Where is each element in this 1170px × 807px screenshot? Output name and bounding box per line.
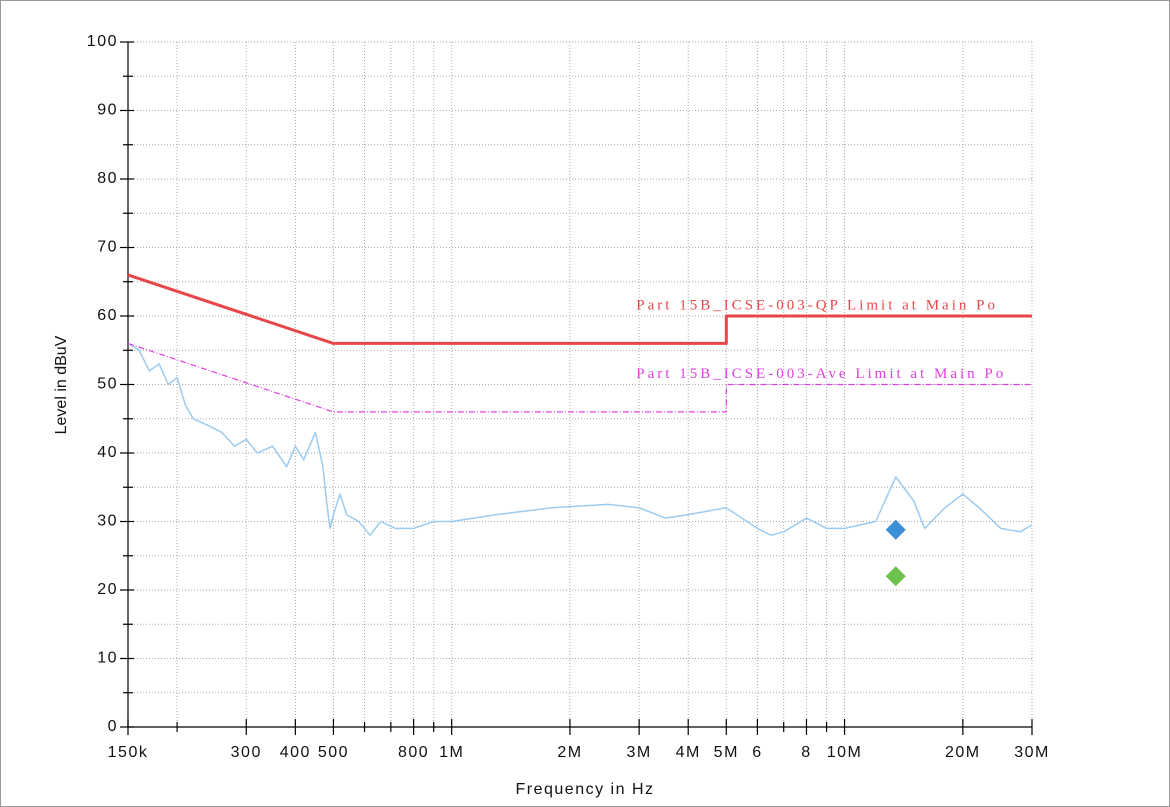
x-tick-label: 300	[231, 744, 262, 761]
y-tick-label: 50	[97, 376, 118, 393]
x-tick-label: 150k	[108, 744, 149, 761]
marker	[885, 566, 906, 587]
x-tick-label: 8	[801, 744, 811, 761]
y-tick-label: 30	[97, 513, 118, 530]
y-axis-label: Level in dBuV	[53, 335, 70, 434]
series-line	[127, 342, 1033, 536]
series-line	[127, 273, 1032, 345]
x-tick-label: 400	[280, 744, 311, 761]
x-tick-label: 800	[398, 744, 429, 761]
x-tick-label: 1M	[439, 744, 464, 761]
x-axis-label: Frequency in Hz	[516, 781, 655, 798]
series-label: Part 15B_ICSE-003-QP Limit at Main Po	[636, 297, 998, 313]
x-tick-label: 10M	[827, 744, 863, 761]
y-tick-label: 70	[97, 239, 118, 256]
y-tick-label: 100	[87, 33, 118, 50]
y-tick-label: 10	[97, 650, 118, 667]
x-tick-label: 6	[752, 744, 762, 761]
series-line	[127, 342, 1032, 413]
y-tick-label: 20	[97, 581, 118, 598]
series-label: Part 15B_ICSE-003-Ave Limit at Main Po	[636, 366, 1006, 382]
y-tick-label: 60	[97, 307, 118, 324]
x-tick-label: 500	[318, 744, 349, 761]
marker	[885, 519, 906, 540]
y-tick-label: 90	[97, 102, 118, 119]
x-tick-label: 20M	[945, 744, 981, 761]
x-tick-label: 4M	[676, 744, 701, 761]
y-tick-label: 80	[97, 170, 118, 187]
x-tick-label: 2M	[557, 744, 582, 761]
x-tick-label: 5M	[714, 744, 739, 761]
x-tick-label: 3M	[627, 744, 652, 761]
y-tick-label: 40	[97, 444, 118, 461]
x-tick-label: 30M	[1014, 744, 1050, 761]
y-tick-label: 0	[108, 718, 118, 735]
